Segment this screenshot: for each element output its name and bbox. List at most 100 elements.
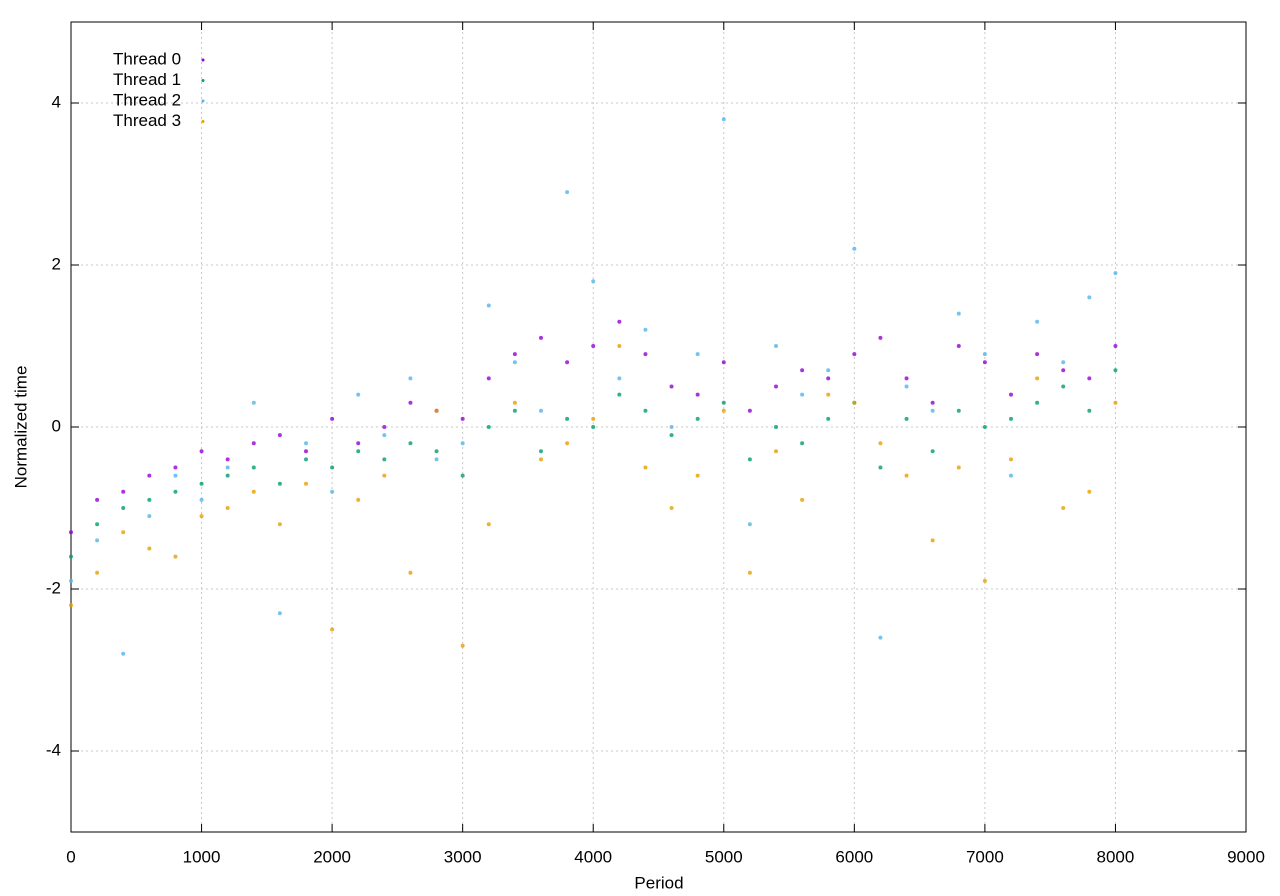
point: [460, 441, 465, 446]
point: [277, 481, 282, 486]
point: [1009, 473, 1013, 478]
point: [747, 570, 752, 575]
point: [982, 578, 987, 583]
point: [251, 489, 256, 494]
point: [1061, 384, 1066, 389]
point: [982, 360, 987, 365]
legend-label: Thread 2: [113, 90, 181, 109]
point: [930, 449, 935, 454]
point: [826, 416, 831, 421]
point: [173, 465, 178, 470]
point: [930, 400, 935, 405]
point: [800, 497, 805, 502]
point: [800, 368, 805, 373]
point: [356, 497, 361, 502]
x-tick-label: 8000: [1097, 847, 1135, 866]
point: [747, 408, 752, 413]
point: [408, 441, 413, 446]
point: [591, 344, 596, 348]
x-tick-label: 2000: [313, 847, 351, 866]
point: [199, 449, 204, 454]
point: [774, 425, 778, 429]
point: [1035, 319, 1040, 324]
point: [225, 506, 230, 510]
point: [695, 392, 700, 397]
legend-label: Thread 3: [113, 111, 181, 130]
x-tick-label: 9000: [1227, 847, 1265, 866]
point: [434, 408, 439, 413]
point: [539, 457, 543, 462]
point: [330, 627, 335, 632]
legend-marker: [201, 79, 205, 82]
point: [1061, 368, 1066, 373]
point: [356, 441, 361, 446]
point: [1113, 344, 1118, 348]
point: [277, 433, 282, 438]
point: [512, 400, 517, 405]
x-tick-label: 1000: [183, 847, 221, 866]
point: [1087, 408, 1092, 413]
point: [565, 190, 570, 195]
point: [1087, 295, 1092, 300]
point: [1087, 376, 1092, 381]
point: [539, 335, 543, 340]
point: [434, 449, 439, 454]
point: [774, 384, 778, 389]
point: [852, 246, 857, 251]
x-axis-label: Period: [634, 873, 683, 892]
point: [1087, 489, 1092, 494]
point: [565, 360, 570, 365]
point: [460, 643, 465, 648]
point: [982, 352, 987, 357]
point: [382, 433, 387, 438]
point: [591, 416, 596, 421]
point: [251, 400, 256, 405]
point: [1035, 376, 1040, 381]
point: [69, 603, 73, 608]
point: [147, 546, 152, 551]
point: [304, 481, 308, 486]
point: [904, 376, 909, 381]
point: [617, 344, 622, 348]
point: [1009, 416, 1013, 421]
point: [382, 473, 387, 478]
point: [225, 457, 230, 462]
point: [695, 416, 700, 421]
point: [121, 651, 126, 656]
point: [382, 457, 387, 462]
point: [486, 425, 491, 429]
point: [669, 506, 674, 510]
point: [251, 465, 256, 470]
y-tick-label: 4: [52, 92, 61, 111]
point: [69, 578, 73, 583]
point: [669, 425, 674, 429]
point: [382, 425, 387, 429]
y-tick-label: -2: [46, 578, 61, 597]
point: [1113, 271, 1118, 276]
point: [800, 441, 805, 446]
point: [95, 570, 100, 575]
point: [512, 408, 517, 413]
point: [225, 473, 230, 478]
point: [356, 449, 361, 454]
point: [1009, 392, 1013, 397]
point: [199, 514, 204, 519]
point: [904, 416, 909, 421]
point: [826, 368, 831, 373]
point: [721, 400, 726, 405]
point: [251, 441, 256, 446]
point: [95, 538, 100, 543]
point: [1061, 506, 1066, 510]
point: [277, 522, 282, 527]
point: [225, 465, 230, 470]
point: [800, 392, 805, 397]
point: [121, 489, 126, 494]
point: [591, 279, 596, 284]
y-tick-label: 0: [52, 416, 61, 435]
point: [878, 335, 883, 340]
point: [69, 554, 73, 559]
point: [669, 384, 674, 389]
point: [1035, 400, 1040, 405]
x-tick-label: 3000: [444, 847, 482, 866]
